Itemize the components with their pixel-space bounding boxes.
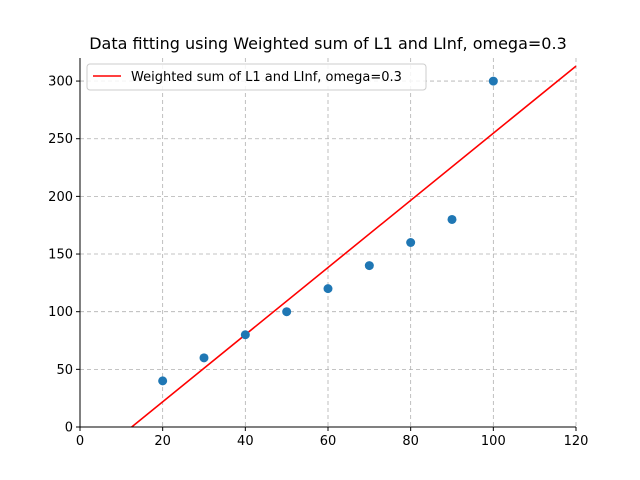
y-tick-label: 250 <box>48 132 73 147</box>
legend-box <box>86 63 427 91</box>
x-tick-label: 40 <box>237 434 254 449</box>
y-tick-label: 300 <box>48 75 73 90</box>
y-tick-label: 50 <box>56 363 73 378</box>
data-points <box>158 76 498 386</box>
y-axis-ticks: 0 50 100 150 200 250 300 <box>48 75 80 436</box>
legend: Weighted sum of L1 and LInf, omega=0.3 <box>86 63 427 91</box>
scatter-point <box>364 261 374 271</box>
x-tick-label: 100 <box>481 434 506 449</box>
legend-label: Weighted sum of L1 and LInf, omega=0.3 <box>131 70 402 85</box>
scatter-point <box>199 353 209 363</box>
y-tick-label: 200 <box>48 190 73 205</box>
x-tick-label: 120 <box>564 434 589 449</box>
chart-title: Data fitting using Weighted sum of L1 an… <box>89 34 567 53</box>
scatter-point <box>323 284 333 294</box>
scatter-point <box>282 307 292 317</box>
x-axis-ticks: 0 20 40 60 80 100 120 <box>76 427 589 449</box>
x-tick-label: 80 <box>402 434 419 449</box>
scatter-point <box>158 376 168 386</box>
y-tick-label: 0 <box>65 421 73 436</box>
scatter-point <box>240 330 250 340</box>
scatter-point <box>488 76 498 86</box>
y-tick-label: 150 <box>48 248 73 263</box>
scatter-point <box>447 214 457 224</box>
scatter-point <box>406 238 416 247</box>
y-tick-label: 100 <box>48 305 73 320</box>
x-tick-label: 0 <box>76 434 84 449</box>
fit-lines <box>131 65 577 428</box>
x-tick-label: 60 <box>320 434 337 449</box>
grid <box>79 58 577 428</box>
x-tick-label: 20 <box>154 434 171 449</box>
fit-line <box>131 65 577 428</box>
